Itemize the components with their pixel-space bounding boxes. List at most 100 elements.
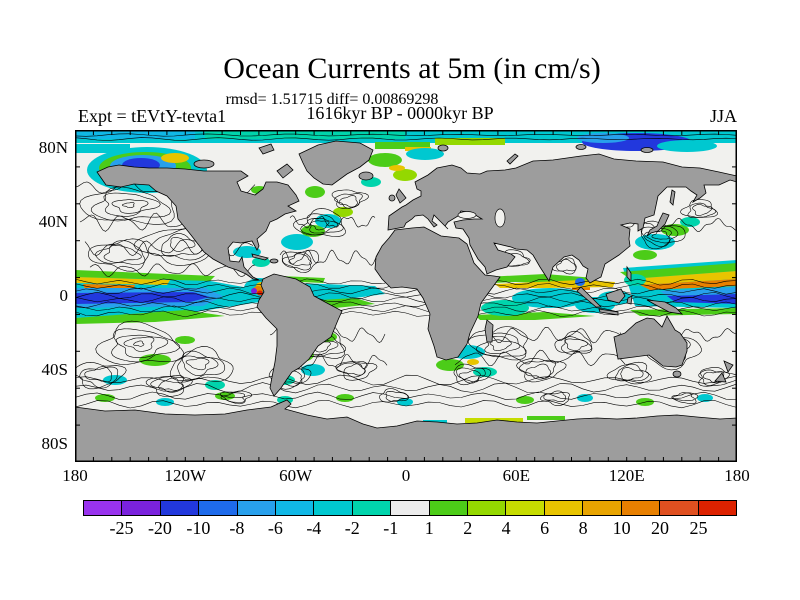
landmass [605, 288, 626, 304]
landmass [723, 360, 734, 373]
contour-line [123, 336, 155, 352]
landmass [598, 308, 619, 316]
contour-line [453, 363, 492, 386]
contour-line [456, 367, 486, 384]
colorbar-tick-label: -10 [186, 518, 211, 538]
anomaly-patch [630, 271, 737, 285]
contour-line [74, 400, 738, 409]
colorbar-cell [698, 501, 736, 515]
contour-line [74, 305, 738, 313]
contour-line [458, 370, 481, 383]
landmass [258, 143, 275, 155]
anomaly-patch [305, 186, 325, 198]
contour-line [672, 392, 695, 401]
colorbar-cell [391, 501, 430, 515]
colorbar [83, 500, 737, 516]
contour-line [692, 204, 713, 216]
contour-line [133, 340, 145, 347]
contour-line [74, 296, 738, 304]
anomaly-patch [281, 234, 313, 250]
island [388, 194, 396, 202]
contour-line [111, 328, 180, 363]
contour-line [121, 202, 135, 208]
landmass [576, 286, 602, 308]
contour-line [564, 338, 589, 351]
anomaly-patch [661, 224, 689, 236]
colorbar-cell [506, 501, 545, 515]
anomaly-patch [205, 131, 405, 139]
anomaly-patch [139, 354, 171, 366]
contour-line [334, 193, 363, 209]
contour-line [698, 367, 739, 387]
lon-tick-label: 60E [502, 466, 531, 485]
contour-line [687, 202, 717, 218]
anomaly-patch [397, 398, 413, 406]
lon-tick-label: 0 [401, 466, 411, 485]
contour-line [651, 230, 670, 240]
colorbar-tick-label: 25 [689, 518, 708, 538]
anomaly-patch [527, 416, 565, 420]
anomaly-patch [389, 165, 405, 171]
anomaly-patch [697, 394, 713, 402]
contour-line [484, 336, 521, 354]
landmass [484, 319, 494, 343]
anomaly-patch [375, 142, 430, 149]
lon-tick-label: 120E [608, 466, 645, 485]
anomaly-patch [435, 138, 505, 145]
anomaly-patch [406, 148, 444, 160]
lat-tick-label: 40S [41, 359, 68, 379]
period-annotation: 1616kyr BP - 0000kyr BP [306, 103, 494, 123]
landmass [276, 163, 294, 179]
contour-line [150, 374, 185, 393]
contour-line [310, 220, 330, 231]
anomaly-patch [575, 278, 585, 286]
anomaly-patch [161, 153, 189, 163]
colorbar-tick-label: -20 [147, 518, 172, 538]
anomaly-patch [75, 144, 130, 153]
colorbar-tick-label: 1 [424, 518, 434, 538]
lon-tick-label: 120W [164, 466, 207, 485]
black-sea [457, 211, 477, 219]
colorbar-cell [583, 501, 622, 515]
contour-line [307, 218, 338, 234]
contour-line [338, 195, 358, 208]
colorbar-cell [621, 501, 661, 515]
contour-line [614, 363, 650, 382]
contour-line [293, 208, 346, 237]
contour-line [220, 392, 246, 403]
lat-tick-label: 0 [59, 286, 69, 305]
anomaly-patch [620, 263, 737, 279]
contour-line [288, 253, 312, 266]
anomaly-patch [333, 207, 353, 217]
contour-line [468, 326, 528, 361]
contour-line [680, 199, 718, 218]
contour-line [74, 309, 738, 318]
anomaly-patch [156, 398, 174, 406]
anomaly-patch [175, 336, 195, 344]
anomaly-patch [660, 287, 737, 296]
contour-line [145, 376, 193, 397]
contour-line [161, 233, 203, 257]
world-map [73, 130, 739, 463]
plot-title: Ocean Currents at 5m (in cm/s) [223, 52, 601, 85]
contour-line [698, 369, 730, 386]
contour-line [115, 334, 169, 358]
anomaly-patch [467, 359, 479, 365]
anomaly-patch [657, 140, 717, 152]
contour-line [95, 320, 185, 365]
island [269, 258, 279, 264]
contour-line [489, 339, 512, 352]
contour-line [379, 388, 409, 403]
contour-line [103, 192, 161, 217]
colorbar-cell [160, 501, 200, 515]
anomaly-patch [393, 169, 417, 181]
season-label: JJA [709, 106, 737, 126]
lon-tick-label: 180 [62, 466, 88, 485]
colorbar-tick-label: -2 [344, 518, 360, 538]
colorbar-tick-label: 6 [540, 518, 550, 538]
contour-line [279, 249, 381, 266]
contour-line [620, 367, 644, 381]
landmass [626, 265, 632, 282]
island [193, 159, 215, 169]
contour-line [475, 332, 527, 358]
